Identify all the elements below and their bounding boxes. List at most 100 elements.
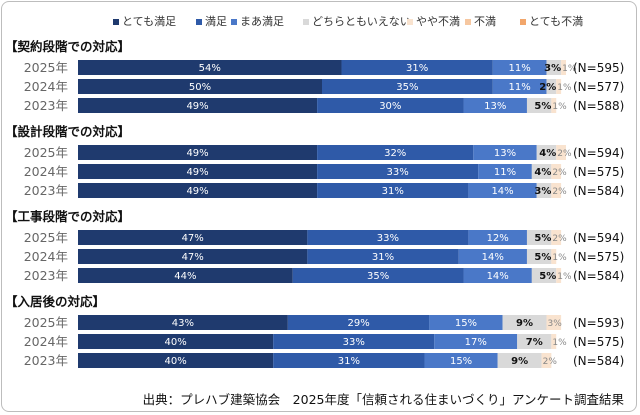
bar-segment-2-0-2	[468, 230, 527, 245]
n-label-0-2: (N=588)	[573, 99, 624, 113]
value-label-2-2-0: 44%	[174, 271, 196, 282]
value-label-0-0-4: 1%	[562, 64, 577, 74]
value-label-3-2-3: 9%	[511, 356, 528, 367]
bar-segment-1-0-0	[78, 145, 318, 160]
value-label-2-2-3: 5%	[539, 271, 556, 282]
value-label-3-1-0: 40%	[164, 337, 186, 348]
bar-segment-1-0-2	[473, 145, 537, 160]
bar-segment-2-1-0	[78, 249, 308, 264]
legend-label-0: とても満足	[122, 15, 176, 28]
value-label-1-0-0: 49%	[186, 148, 208, 159]
bar-segment-0-0-0	[78, 60, 342, 75]
value-label-0-0-0: 54%	[199, 63, 221, 74]
bar-segment-2-2-1	[292, 268, 464, 283]
n-label-1-1: (N=575)	[573, 165, 624, 179]
bar-segment-0-1-3	[546, 79, 557, 94]
group-title-1: 【設計段階での対応】	[5, 124, 130, 139]
group-title-2: 【工事段階での対応】	[5, 209, 130, 224]
value-label-3-1-1: 33%	[343, 337, 365, 348]
bar-segment-1-0-1	[317, 145, 474, 160]
bar-segment-3-1-1	[273, 334, 435, 349]
bar-segment-3-0-2	[429, 315, 503, 330]
bar-segment-3-2-2	[424, 353, 498, 368]
bar-segment-2-0-0	[78, 230, 308, 245]
value-label-0-0-1: 31%	[406, 63, 428, 74]
bar-segment-3-0-4	[546, 315, 562, 330]
bar-segment-1-0-3	[536, 145, 557, 160]
n-label-1-0: (N=594)	[573, 146, 624, 160]
value-label-0-2-2: 13%	[484, 101, 506, 112]
bar-segment-2-1-3	[526, 249, 552, 264]
n-label-2-2: (N=584)	[573, 269, 624, 283]
year-label-2-2: 2023年	[24, 268, 68, 283]
bar-segment-3-0-0	[78, 315, 288, 330]
bar-segment-0-2-1	[317, 98, 464, 113]
value-label-1-0-3: 4%	[539, 148, 556, 159]
value-label-2-1-4: 1%	[552, 253, 567, 263]
bar-segment-2-2-2	[463, 268, 532, 283]
year-label-3-1: 2024年	[24, 334, 68, 349]
bar-segment-3-2-3	[497, 353, 542, 368]
bar-segment-2-1-2	[458, 249, 527, 264]
n-label-3-2: (N=584)	[573, 354, 624, 368]
legend-label-3: どちらともいえない	[312, 15, 411, 28]
n-label-2-1: (N=575)	[573, 250, 624, 264]
value-label-1-2-2: 14%	[491, 186, 513, 197]
bar-segment-0-2-3	[526, 98, 552, 113]
bar-segment-2-1-4	[551, 249, 557, 264]
value-label-2-1-1: 31%	[372, 252, 394, 263]
year-label-1-2: 2023年	[24, 183, 68, 198]
bar-segment-0-1-2	[492, 79, 547, 94]
value-label-2-0-4: 2%	[552, 234, 567, 244]
legend-label-1: 満足	[205, 15, 227, 28]
bar-segment-3-0-3	[502, 315, 547, 330]
value-label-0-0-3: 3%	[544, 63, 561, 74]
value-label-1-2-0: 49%	[186, 186, 208, 197]
value-label-3-0-3: 9%	[516, 318, 533, 329]
bar-segment-3-2-4	[541, 353, 552, 368]
n-label-3-1: (N=575)	[573, 335, 624, 349]
value-label-1-1-3: 4%	[534, 167, 551, 178]
value-label-2-0-2: 12%	[487, 233, 509, 244]
bar-segment-3-1-4	[551, 334, 557, 349]
bar-segment-0-0-4	[561, 60, 566, 75]
value-label-3-0-1: 29%	[347, 318, 369, 329]
bar-segment-1-2-2	[468, 183, 537, 198]
bar-segment-1-0-4	[556, 145, 566, 160]
bar-segment-0-0-2	[492, 60, 547, 75]
value-label-3-0-4: 3%	[547, 319, 562, 329]
bar-segment-3-1-0	[78, 334, 274, 349]
bar-segment-1-1-2	[478, 164, 532, 179]
bar-segment-1-1-1	[317, 164, 479, 179]
bar-segment-0-0-3	[546, 60, 562, 75]
bar-segment-2-0-3	[526, 230, 552, 245]
value-label-2-0-0: 47%	[182, 233, 204, 244]
value-label-2-1-2: 14%	[482, 252, 504, 263]
group-title-3: 【入居後の対応】	[5, 294, 105, 309]
value-label-0-2-4: 1%	[552, 102, 567, 112]
year-label-0-2: 2023年	[24, 98, 68, 113]
n-label-1-2: (N=584)	[573, 184, 624, 198]
value-label-3-0-0: 43%	[172, 318, 194, 329]
bar-segment-1-1-3	[531, 164, 552, 179]
bar-segment-2-2-0	[78, 268, 293, 283]
legend-swatch-3	[303, 19, 309, 25]
value-label-1-2-3: 3%	[534, 186, 551, 197]
legend-swatch-1	[196, 19, 202, 25]
year-label-1-0: 2025年	[24, 145, 68, 160]
year-label-0-1: 2024年	[24, 79, 68, 94]
bar-segment-3-2-0	[78, 353, 274, 368]
bar-segment-3-2-1	[273, 353, 425, 368]
year-label-1-1: 2024年	[24, 164, 68, 179]
value-label-3-2-2: 15%	[450, 356, 472, 367]
value-label-3-2-4: 2%	[543, 357, 558, 367]
bar-segment-0-0-1	[341, 60, 493, 75]
legend-swatch-2	[231, 19, 237, 25]
value-label-2-2-4: 1%	[557, 272, 572, 282]
bar-segment-1-2-0	[78, 183, 318, 198]
bar-segment-0-2-0	[78, 98, 318, 113]
legend-label-2: まあ満足	[240, 15, 284, 28]
n-label-0-1: (N=577)	[573, 80, 624, 94]
